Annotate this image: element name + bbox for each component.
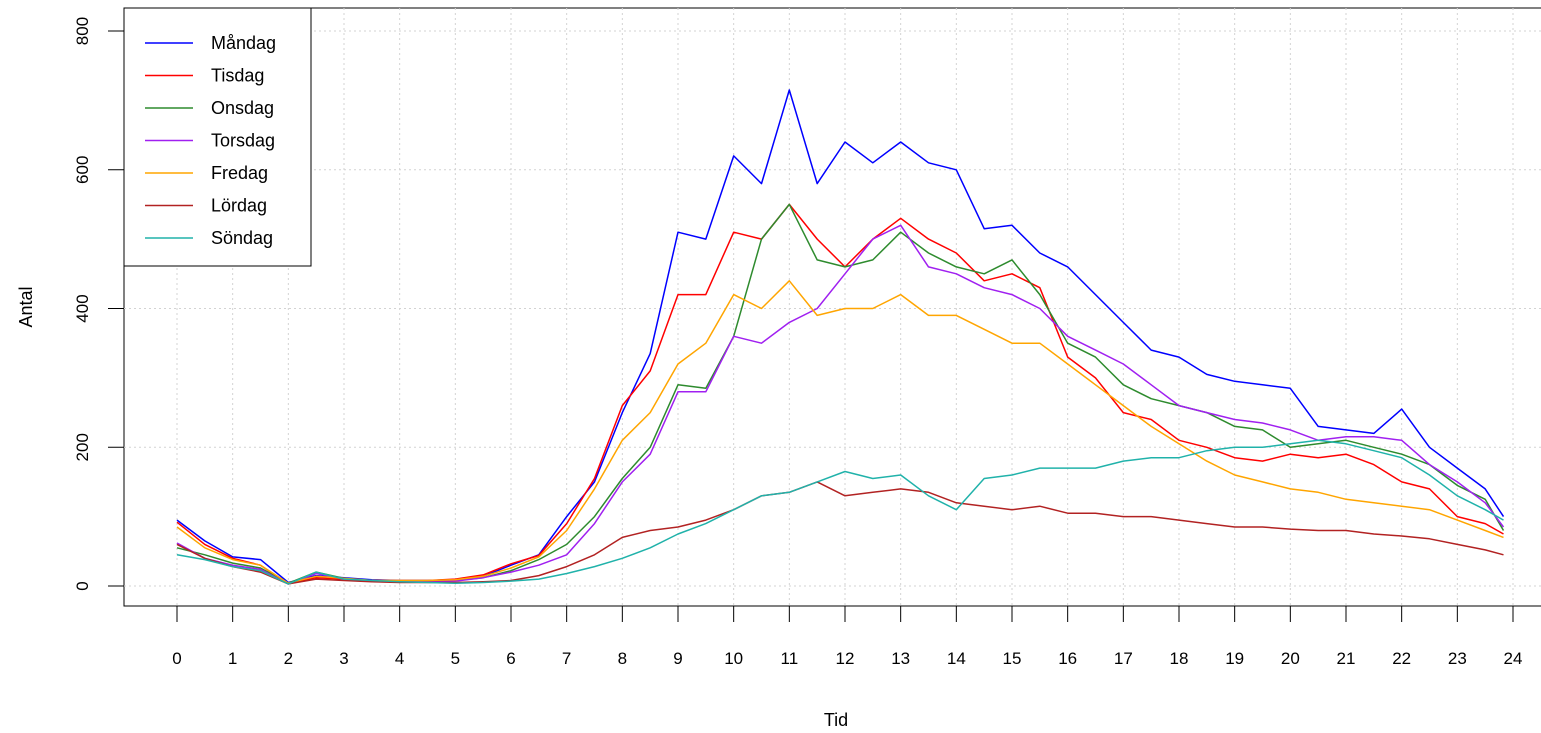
x-tick-label: 10	[724, 649, 743, 668]
x-tick-label: 22	[1392, 649, 1411, 668]
x-tick-label: 1	[228, 649, 237, 668]
x-tick-label: 5	[451, 649, 460, 668]
y-axis-title: Antal	[16, 286, 36, 327]
x-tick-label: 24	[1504, 649, 1523, 668]
legend: Måndag Tisdag Onsdag Torsdag Fredag Lördag Sön…	[123, 7, 312, 267]
legend-label: Fredag	[211, 163, 268, 183]
legend-label: Måndag	[211, 33, 276, 53]
x-tick-label: 7	[562, 649, 571, 668]
legend-label: Söndag	[211, 228, 273, 248]
legend-box	[123, 7, 312, 267]
x-tick-label: 11	[781, 649, 799, 668]
x-tick-label: 17	[1114, 649, 1133, 668]
x-tick-label: 13	[891, 649, 910, 668]
x-tick-label: 19	[1225, 649, 1244, 668]
series-line-söndag	[176, 439, 1504, 585]
series-line-lördag	[176, 481, 1504, 585]
x-tick-label: 14	[947, 649, 966, 668]
y-tick-label: 800	[73, 17, 92, 45]
y-tick-label: 600	[73, 156, 92, 184]
x-tick-label: 18	[1170, 649, 1189, 668]
x-tick-label: 8	[618, 649, 627, 668]
x-tick-label: 12	[836, 649, 855, 668]
series-lines	[176, 89, 1505, 585]
legend-label: Torsdag	[211, 131, 275, 151]
legend-label: Tisdag	[211, 66, 264, 86]
x-tick-label: 16	[1058, 649, 1077, 668]
x-tick-label: 3	[339, 649, 348, 668]
x-tick-label: 20	[1281, 649, 1300, 668]
y-tick-label: 200	[73, 433, 92, 461]
x-tick-label: 23	[1448, 649, 1467, 668]
y-tick-label: 0	[73, 581, 92, 590]
grid-lines	[124, 8, 1541, 606]
y-axis: 0 200 400 600 800	[73, 17, 124, 591]
x-tick-label: 2	[284, 649, 293, 668]
series-line-fredag	[176, 280, 1504, 584]
x-tick-label: 0	[172, 649, 181, 668]
x-tick-label: 15	[1003, 649, 1022, 668]
legend-label: Lördag	[211, 196, 267, 216]
series-line-tisdag	[176, 203, 1504, 585]
x-tick-label: 21	[1337, 649, 1356, 668]
x-tick-label: 6	[506, 649, 515, 668]
series-line-måndag	[176, 89, 1505, 584]
x-tick-label: 4	[395, 649, 404, 668]
x-tick-label: 9	[673, 649, 682, 668]
x-axis-title: Tid	[824, 710, 848, 730]
plot-frame	[123, 7, 1541, 607]
x-axis: 0 1 2 3 4 5 6 7 8 9 10 11 12 13 14 15 16 17 18 19 20 21 22 23 24	[172, 606, 1522, 668]
y-tick-label: 400	[73, 294, 92, 322]
legend-label: Onsdag	[211, 98, 274, 118]
